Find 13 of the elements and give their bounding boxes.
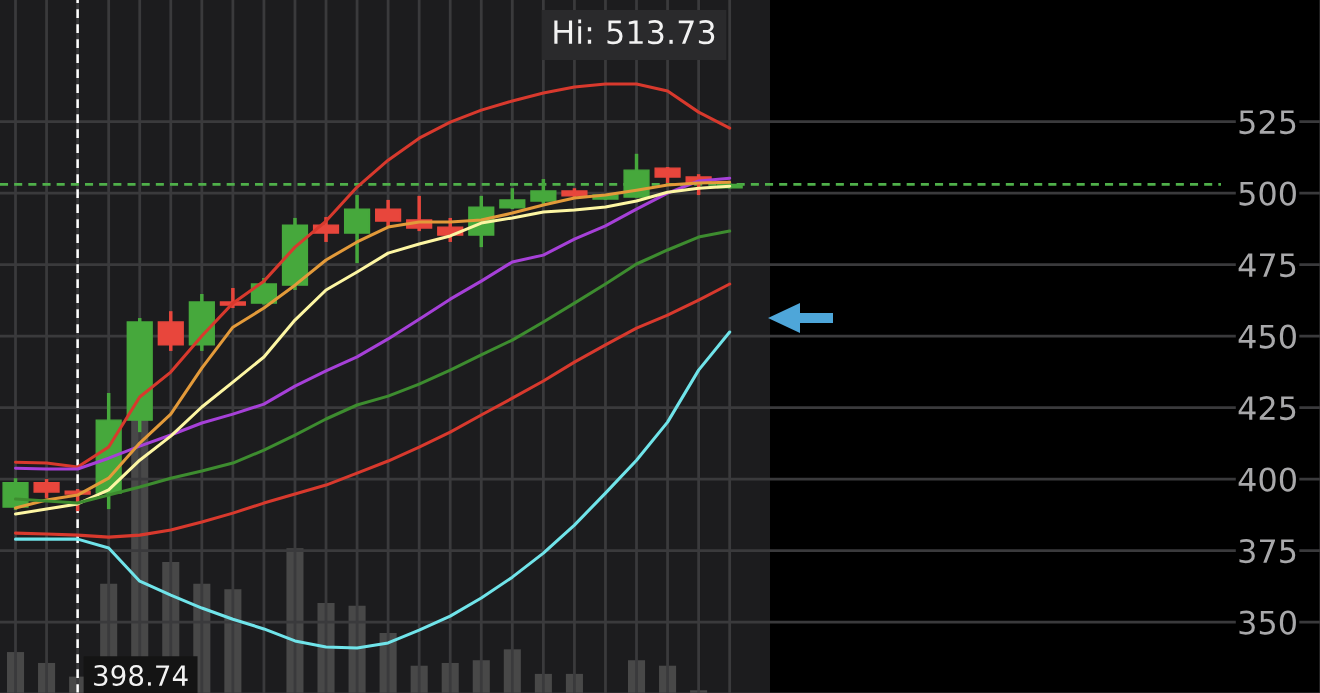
y-tick-label: 350 <box>1239 610 1296 635</box>
y-tick-label: 425 <box>1238 395 1296 421</box>
line-series <box>13 282 732 539</box>
y-tick-label: 475 <box>1238 253 1296 278</box>
line-series <box>13 82 732 469</box>
y-tick-label: 450 <box>1238 324 1296 349</box>
y-tick-label: 400 <box>1238 467 1296 492</box>
annotation: 398.74 <box>94 665 188 687</box>
y-tick-label: 375 <box>1239 539 1296 564</box>
annotation: Hi: 513.73 <box>554 19 715 45</box>
y-tick-label: 500 <box>1239 181 1296 206</box>
y-tick-label: 525 <box>1239 109 1296 135</box>
line-series <box>13 330 732 650</box>
